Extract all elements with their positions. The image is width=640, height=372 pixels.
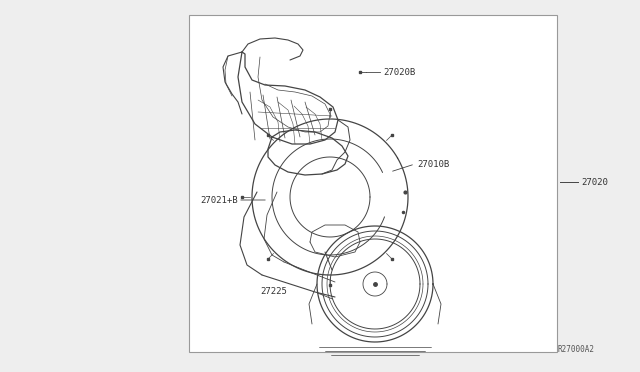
- Text: R27000A2: R27000A2: [558, 345, 595, 354]
- Bar: [189, 15, 557, 352]
- Text: 27020: 27020: [581, 177, 608, 186]
- Text: 27021+B: 27021+B: [200, 196, 237, 205]
- Text: 27010B: 27010B: [417, 160, 449, 169]
- Text: 27225: 27225: [260, 288, 287, 296]
- Text: 27020B: 27020B: [383, 67, 415, 77]
